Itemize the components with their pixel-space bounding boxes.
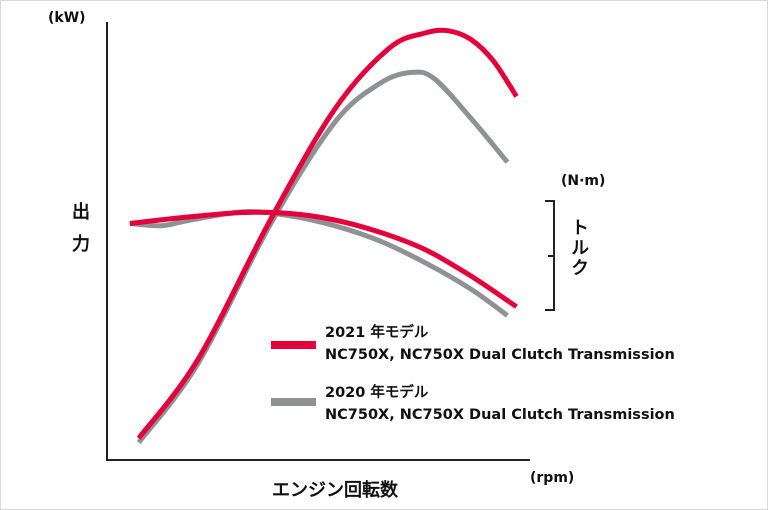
legend-swatch-2020 — [271, 398, 316, 406]
legend-title-2020: 2020 年モデル — [325, 385, 429, 401]
y-right-unit: (N·m) — [561, 173, 606, 189]
power-curve-2021 — [136, 27, 519, 440]
legend-swatch-2021 — [271, 341, 316, 349]
torque-curve-2020 — [129, 209, 509, 318]
torque-curve-2021 — [129, 209, 518, 309]
torque-axis-bracket — [545, 200, 555, 311]
y-left-label: 出力 — [69, 202, 90, 266]
x-label: エンジン回転数 — [272, 480, 398, 501]
legend-item-2020: 2020 年モデル NC750X, NC750X Dual Clutch Tra… — [325, 382, 675, 426]
legend-subtitle-2021: NC750X, NC750X Dual Clutch Transmission — [325, 347, 675, 363]
legend-item-2021: 2021 年モデル NC750X, NC750X Dual Clutch Tra… — [325, 322, 675, 366]
x-unit: (rpm) — [530, 470, 575, 486]
y-right-label: トルク — [568, 218, 589, 278]
legend-title-2021: 2021 年モデル — [325, 325, 429, 341]
legend-subtitle-2020: NC750X, NC750X Dual Clutch Transmission — [325, 407, 675, 423]
y-left-unit: (kW) — [48, 10, 86, 26]
